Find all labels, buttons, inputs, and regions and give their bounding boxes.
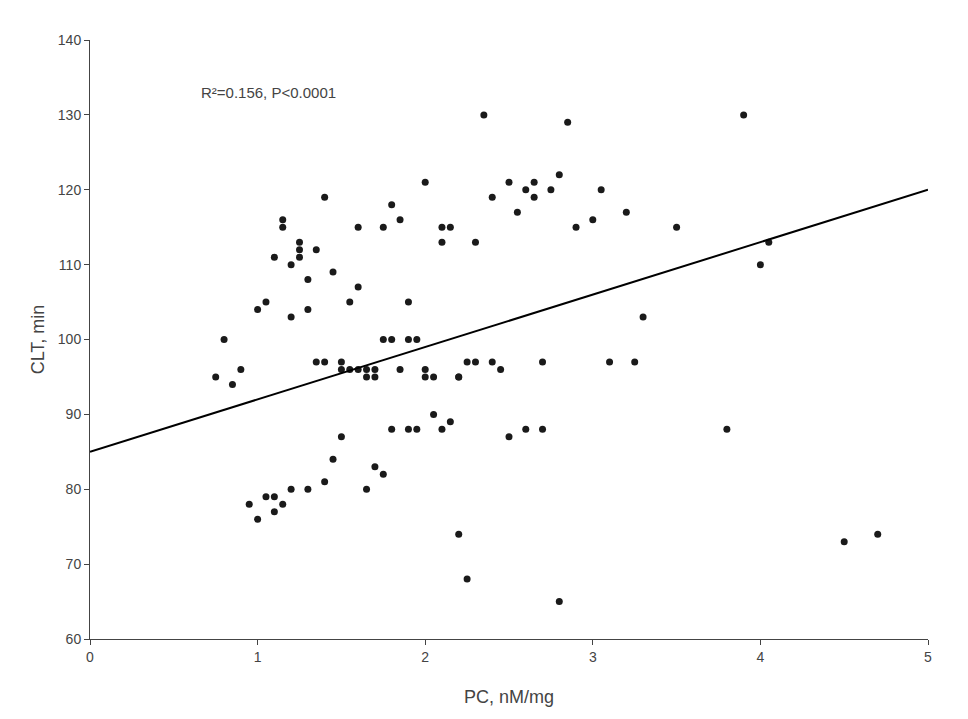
svg-text:R²=0.156, P<0.0001: R²=0.156, P<0.0001	[201, 84, 336, 101]
svg-text:4: 4	[757, 649, 765, 665]
svg-text:70: 70	[66, 556, 82, 572]
svg-text:130: 130	[58, 107, 82, 123]
svg-text:0: 0	[86, 649, 94, 665]
svg-text:1: 1	[254, 649, 262, 665]
svg-text:PC, nM/mg: PC, nM/mg	[464, 687, 554, 707]
svg-text:60: 60	[66, 631, 82, 647]
svg-text:100: 100	[58, 331, 82, 347]
svg-text:5: 5	[924, 649, 932, 665]
svg-text:80: 80	[66, 481, 82, 497]
svg-text:CLT, min: CLT, min	[28, 305, 48, 375]
svg-text:90: 90	[66, 406, 82, 422]
svg-text:110: 110	[59, 257, 82, 273]
svg-text:3: 3	[589, 649, 597, 665]
svg-text:2: 2	[421, 649, 429, 665]
svg-text:140: 140	[58, 32, 82, 48]
svg-text:120: 120	[58, 182, 82, 198]
